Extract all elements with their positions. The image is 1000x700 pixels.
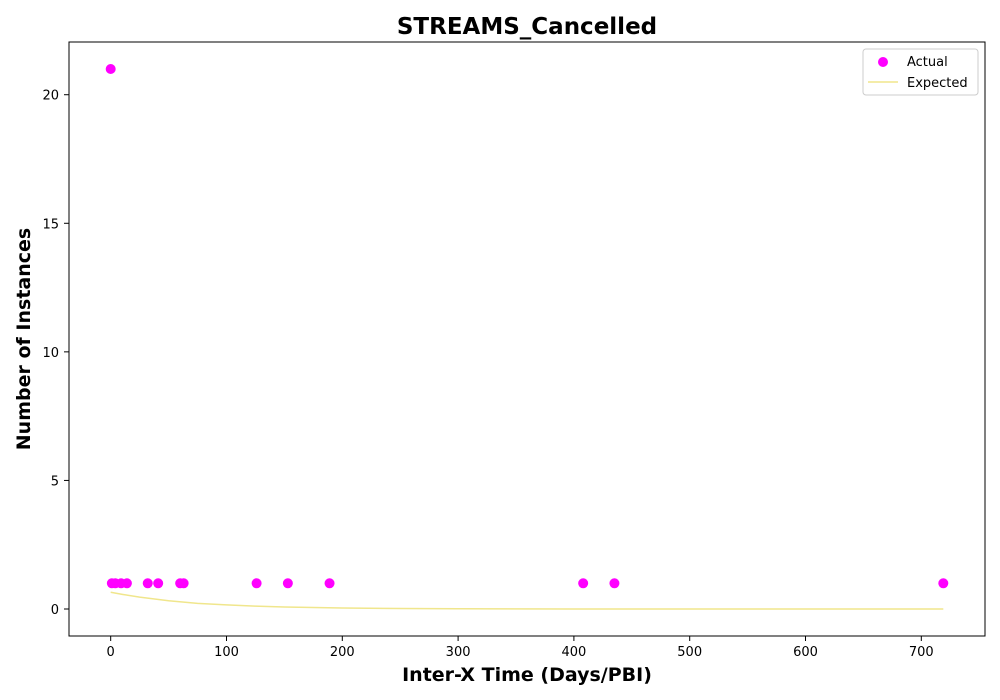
legend: Actual Expected (862, 48, 979, 96)
y-tick-label: 15 (42, 217, 59, 232)
actual-point (282, 578, 293, 589)
x-tick-label: 300 (446, 645, 471, 660)
x-axis: 0 100 200 300 400 500 600 700 (107, 636, 934, 660)
expected-series (110, 591, 944, 610)
x-tick-label: 600 (793, 645, 818, 660)
legend-expected-label: Expected (907, 76, 968, 91)
legend-box (862, 48, 979, 96)
x-tick-label: 400 (561, 645, 586, 660)
actual-point (324, 578, 335, 589)
actual-series (105, 64, 949, 589)
actual-point (938, 578, 949, 589)
actual-point (153, 578, 164, 589)
y-tick-label: 20 (42, 89, 59, 104)
actual-point (142, 578, 153, 589)
actual-point (178, 578, 189, 589)
y-tick-label: 5 (51, 474, 59, 489)
y-axis-label: Number of Instances (13, 228, 35, 450)
actual-point (105, 64, 116, 74)
plot-area: 0 100 200 300 400 500 600 700 0 5 10 15 20 (42, 41, 986, 660)
y-tick-label: 0 (51, 603, 59, 618)
actual-point (609, 578, 620, 589)
x-tick-label: 500 (677, 645, 702, 660)
x-axis-label: Inter-X Time (Days/PBI) (402, 664, 652, 686)
x-tick-label: 200 (330, 645, 355, 660)
chart-title: STREAMS_Cancelled (397, 14, 657, 40)
plot-frame (68, 41, 986, 637)
y-tick-label: 10 (42, 346, 59, 361)
actual-point (251, 578, 262, 589)
legend-actual-marker (878, 57, 888, 67)
actual-point (578, 578, 589, 589)
expected-line (110, 591, 944, 610)
x-tick-label: 100 (214, 645, 239, 660)
legend-actual-label: Actual (907, 55, 948, 70)
actual-point (121, 578, 132, 589)
y-axis: 0 5 10 15 20 (42, 89, 69, 618)
x-tick-label: 700 (909, 645, 934, 660)
x-tick-label: 0 (107, 645, 115, 660)
